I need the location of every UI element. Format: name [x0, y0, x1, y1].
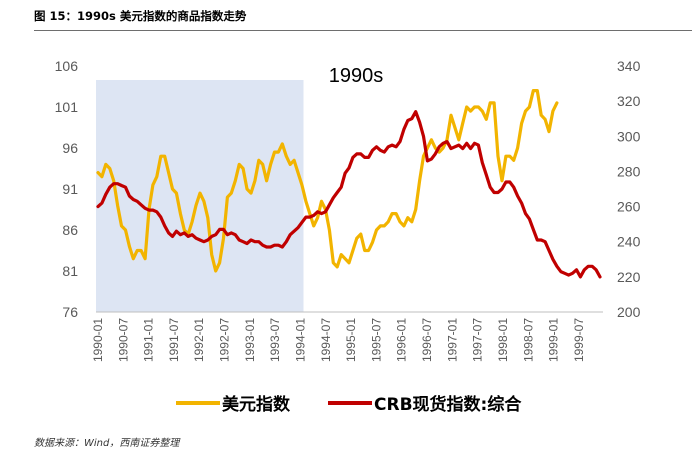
- x-tick-label: 1997-07: [471, 318, 485, 362]
- y-right-tick-label: 300: [617, 128, 641, 144]
- y-left-tick-label: 101: [55, 99, 79, 115]
- y-left-tick-label: 106: [55, 58, 79, 74]
- x-tick-label: 1992-07: [218, 318, 232, 362]
- x-tick-label: 1994-07: [319, 318, 333, 362]
- x-tick-label: 1993-01: [243, 318, 257, 362]
- figure-title: 图 15：1990s 美元指数的商品指数走势: [34, 9, 247, 23]
- x-tick-label: 1992-01: [192, 318, 206, 362]
- x-tick-label: 1998-07: [521, 318, 535, 362]
- y-right-tick-label: 220: [617, 269, 641, 285]
- y-right-tick-label: 280: [617, 163, 641, 179]
- y-right-tick-label: 200: [617, 304, 641, 320]
- x-tick-label: 1993-07: [268, 318, 282, 362]
- x-tick-label: 1991-01: [142, 318, 156, 362]
- legend-label-1: 美元指数: [222, 394, 291, 415]
- x-tick-label: 1997-01: [445, 318, 459, 362]
- x-tick-label: 1998-01: [496, 318, 510, 362]
- y-left-tick-label: 96: [62, 140, 78, 156]
- x-tick-label: 1999-07: [572, 318, 586, 362]
- legend: 美元指数 CRB现货指数:综合: [176, 394, 522, 415]
- x-tick-label: 1995-01: [344, 318, 358, 362]
- source-note: 数据来源：Wind，西南证券整理: [34, 438, 180, 449]
- y-left-tick-label: 76: [62, 304, 78, 320]
- x-tick-label: 1996-01: [395, 318, 409, 362]
- y-right-tick-label: 240: [617, 234, 641, 250]
- y-left-tick-label: 81: [62, 263, 78, 279]
- x-tick-label: 1995-07: [369, 318, 383, 362]
- x-tick-label: 1991-07: [167, 318, 181, 362]
- series-line-2: [96, 110, 602, 279]
- x-tick-label: 1994-01: [293, 318, 307, 362]
- series-line-1: [96, 88, 559, 273]
- y-left-tick-label: 86: [62, 222, 78, 238]
- x-tick-label: 1996-07: [420, 318, 434, 362]
- x-tick-label: 1990-07: [116, 318, 130, 362]
- title-rule: [34, 30, 692, 31]
- y-right-tick-label: 260: [617, 199, 641, 215]
- y-right-tick-label: 320: [617, 93, 641, 109]
- x-tick-label: 1999-01: [547, 318, 561, 362]
- y-right-tick-label: 340: [617, 58, 641, 74]
- x-tick-label: 1990-01: [91, 318, 105, 362]
- y-left-tick-label: 91: [62, 181, 78, 197]
- legend-label-2: CRB现货指数:综合: [374, 394, 522, 415]
- highlight-label: 1990s: [329, 65, 384, 87]
